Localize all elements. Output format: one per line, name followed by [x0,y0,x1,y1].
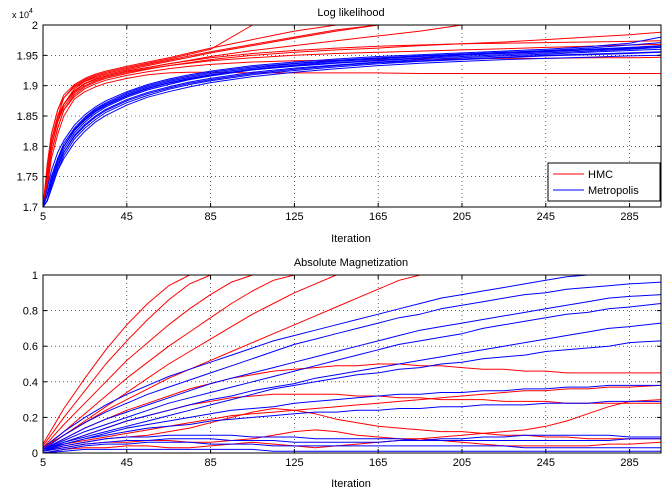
series-line-metropolis-1 [42,36,662,208]
series-line-metropolis-10 [42,434,661,452]
series-line-metropolis-4 [42,303,662,450]
x-tick-label: 5 [40,457,46,469]
y-tick-label: 1 [32,270,38,282]
x-axis-label-log-likelihood: Iteration [331,233,371,245]
x-tick-label: 125 [285,211,303,223]
x-tick-label: 85 [204,457,216,469]
series-line-metropolis-6 [42,51,662,208]
series-line-metropolis-9 [42,434,661,452]
y-tick-label: 1.9 [23,81,38,93]
series-line-hmc-7 [42,56,662,208]
y-tick-label: 1.75 [17,172,38,184]
x-tick-label: 5 [40,211,46,223]
x-tick-label: 125 [285,457,303,469]
series-line-metropolis-12 [42,448,661,454]
y-tick-label: 1.8 [23,141,38,153]
series-line-metropolis-11 [42,441,661,454]
series-line-metropolis-2 [42,281,662,450]
legend-box [547,162,661,202]
x-tick-label: 45 [121,457,133,469]
series-line-hmc-9 [42,384,662,450]
series-line-hmc-10 [42,40,662,208]
y-tick-label: 1.7 [23,202,38,214]
chart-title-absolute-magnetization: Absolute Magnetization [294,257,408,269]
series-line-hmc-12 [42,399,662,454]
y-tick-label: 1.95 [17,50,38,62]
series-line-metropolis-6 [42,340,662,450]
series-line-metropolis-8 [42,400,661,450]
absolute-magnetization-panel: Absolute Magnetization 5 45 85 125 165 205 245… [23,257,662,490]
y-ticks-log-likelihood: 1.7 1.75 1.8 1.85 1.9 1.95 2 [17,20,661,214]
x-ticks-log-likelihood: 5 45 85 125 165 205 245 285 [40,25,639,223]
series-line-metropolis-5 [42,46,662,208]
x-tick-label: 245 [537,457,555,469]
x-tick-label: 285 [620,211,638,223]
series-line-hmc-6 [42,43,662,208]
x-tick-label: 205 [453,211,471,223]
x-tick-label: 245 [537,211,555,223]
y-ticks-absolute-magnetization: 0 0.2 0.4 0.6 0.8 1 [23,270,661,460]
x-tick-label: 45 [121,211,133,223]
series-line-metropolis-5 [42,322,662,452]
legend-label-metropolis: Metropolis [588,185,639,197]
series-line-metropolis-9 [42,46,662,208]
grid-lines-log-likelihood [43,25,661,207]
x-tick-label: 85 [204,211,216,223]
log-likelihood-panel: Log likelihood x 104 5 45 85 125 165 205 245 28… [12,7,662,245]
series-line-hmc-10 [42,408,661,452]
x-tick-label: 205 [453,457,471,469]
series-line-metropolis-3 [42,45,662,208]
x-ticks-absolute-magnetization: 5 45 85 125 165 205 245 285 [40,275,639,469]
series-line-hmc-8 [42,71,661,208]
series-line-metropolis-1 [42,274,661,449]
series-line-metropolis-10 [42,54,662,208]
series-line-metropolis-3 [42,294,662,450]
y-tick-label: 0.4 [23,377,38,389]
y-tick-label: 0.2 [23,412,38,424]
series-line-metropolis-7 [42,384,661,452]
grid-lines-absolute-magnetization [43,275,661,453]
y-tick-label: 2 [32,20,38,32]
y-exponent-label: x 104 [12,8,33,20]
legend-label-hmc: HMC [588,169,613,181]
plot-frame-absolute-magnetization [42,274,662,454]
y-tick-label: 1.85 [17,111,38,123]
x-tick-label: 165 [369,457,387,469]
x-tick-label: 285 [620,457,638,469]
legend: HMC Metropolis [547,162,661,202]
chart-title-log-likelihood: Log likelihood [317,7,384,19]
x-axis-label-absolute-magnetization: Iteration [331,478,371,490]
y-exponent-base: x 10 [12,10,29,20]
y-exponent-power: 4 [29,8,33,15]
series-lines-log-likelihood [42,24,662,208]
series-line-hmc-7 [42,363,661,450]
y-tick-label: 0.6 [23,341,38,353]
series-line-metropolis-8 [42,51,662,208]
y-tick-label: 0 [32,448,38,460]
y-tick-label: 0.8 [23,306,38,318]
x-tick-label: 165 [369,211,387,223]
